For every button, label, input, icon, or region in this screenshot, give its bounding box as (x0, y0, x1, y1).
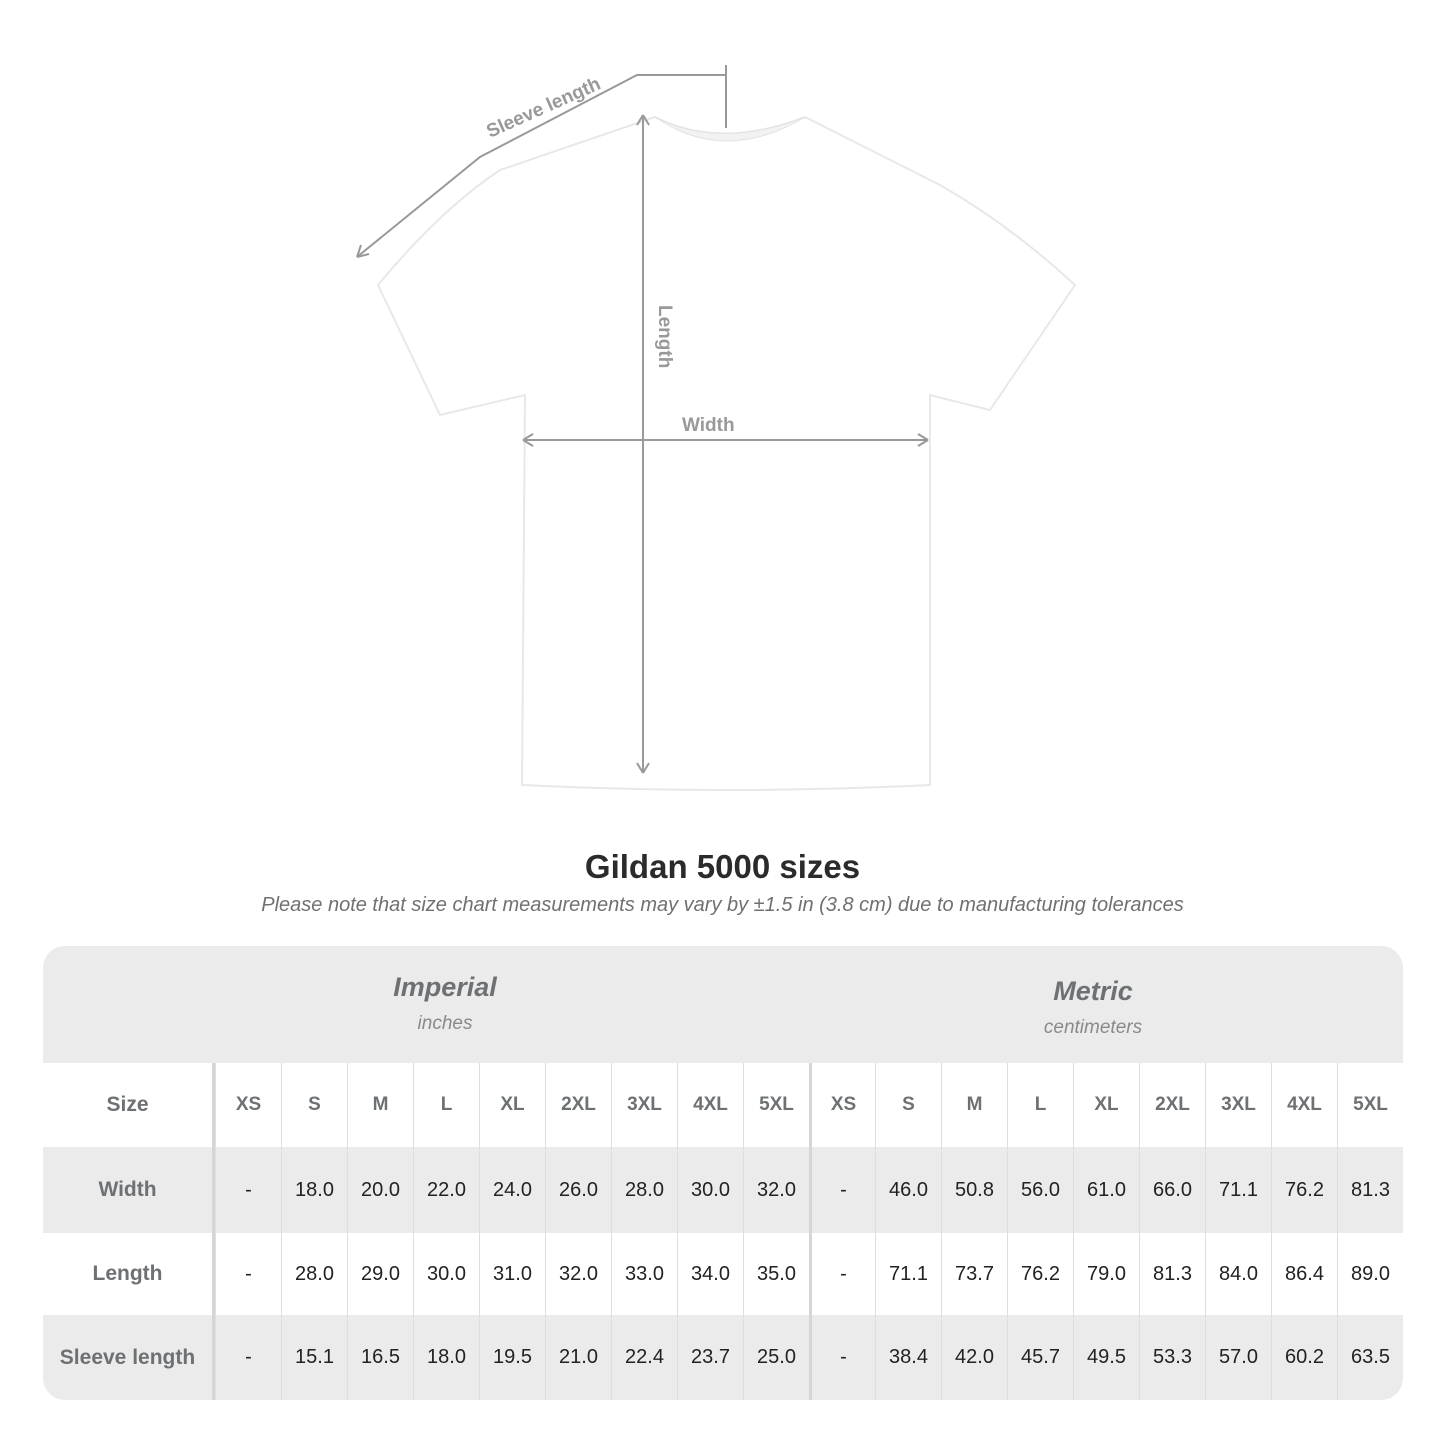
metric-value-cell: - (809, 1147, 875, 1233)
imperial-size-header: M (347, 1063, 413, 1147)
metric-value-cell: 84.0 (1205, 1233, 1271, 1315)
imperial-size-header: 4XL (677, 1063, 743, 1147)
metric-value-cell: 81.3 (1337, 1147, 1403, 1233)
imperial-value-cell: 20.0 (347, 1147, 413, 1233)
imperial-value-cell: 33.0 (611, 1233, 677, 1315)
metric-value-cell: - (809, 1233, 875, 1315)
tshirt-shape (376, 115, 1077, 791)
sleeve-length-label: Sleeve length (483, 74, 603, 143)
metric-size-header: M (941, 1063, 1007, 1147)
metric-title: Metric (1053, 976, 1133, 1006)
metric-value-cell: - (809, 1315, 875, 1400)
imperial-unit: inches (417, 1013, 473, 1034)
width-label: Width (682, 415, 735, 436)
imperial-value-cell: 28.0 (281, 1233, 347, 1315)
imperial-value-cell: 25.0 (743, 1315, 809, 1400)
imperial-value-cell: 15.1 (281, 1315, 347, 1400)
imperial-size-header: XL (479, 1063, 545, 1147)
imperial-value-cell: 21.0 (545, 1315, 611, 1400)
size-table: Imperial inches Metric centimeters Size X… (43, 946, 1403, 1400)
page-title: Gildan 5000 sizes (584, 848, 861, 885)
tshirt-diagram: Sleeve length Length Width (356, 65, 1077, 791)
metric-value-cell: 45.7 (1007, 1315, 1073, 1400)
metric-value-cell: 89.0 (1337, 1233, 1403, 1315)
size-header-row: Size XS S M L XL 2XL 3XL 4XL 5XL XS S M L XL 2XL 3XL 4XL 5… (43, 1063, 1403, 1147)
imperial-value-cell: 32.0 (743, 1147, 809, 1233)
metric-value-cell: 38.4 (875, 1315, 941, 1400)
metric-size-header: 4XL (1271, 1063, 1337, 1147)
metric-value-cell: 56.0 (1007, 1147, 1073, 1233)
table-row: Length -28.0 29.0 30.0 31.0 32.0 33.0 34.0 35.0-… (43, 1233, 1403, 1315)
imperial-value-cell: 22.0 (413, 1147, 479, 1233)
metric-size-header: 2XL (1139, 1063, 1205, 1147)
imperial-value-cell: 26.0 (545, 1147, 611, 1233)
imperial-value-cell: 18.0 (281, 1147, 347, 1233)
imperial-size-header: 5XL (743, 1063, 809, 1147)
imperial-value-cell: 18.0 (413, 1315, 479, 1400)
imperial-title: Imperial (393, 972, 497, 1002)
metric-value-cell: 60.2 (1271, 1315, 1337, 1400)
imperial-value-cell: 16.5 (347, 1315, 413, 1400)
row-label: Width (43, 1147, 215, 1233)
table-row: Sleeve length -15.1 16.5 18.0 19.5 21.0 22.4 23… (43, 1315, 1403, 1400)
imperial-size-header: 2XL (545, 1063, 611, 1147)
length-arrow (636, 114, 650, 774)
imperial-value-cell: 34.0 (677, 1233, 743, 1315)
metric-value-cell: 57.0 (1205, 1315, 1271, 1400)
imperial-size-header: L (413, 1063, 479, 1147)
metric-size-header: 3XL (1205, 1063, 1271, 1147)
metric-value-cell: 53.3 (1139, 1315, 1205, 1400)
metric-value-cell: 71.1 (875, 1233, 941, 1315)
metric-value-cell: 86.4 (1271, 1233, 1337, 1315)
imperial-value-cell: 19.5 (479, 1315, 545, 1400)
imperial-value-cell: 22.4 (611, 1315, 677, 1400)
unit-header-band: Imperial inches Metric centimeters (43, 946, 1403, 1063)
imperial-value-cell: 24.0 (479, 1147, 545, 1233)
imperial-value-cell: 23.7 (677, 1315, 743, 1400)
imperial-size-header: 3XL (611, 1063, 677, 1147)
metric-value-cell: 76.2 (1007, 1233, 1073, 1315)
metric-size-header: S (875, 1063, 941, 1147)
imperial-value-cell: 29.0 (347, 1233, 413, 1315)
metric-value-cell: 46.0 (875, 1147, 941, 1233)
metric-value-cell: 50.8 (941, 1147, 1007, 1233)
imperial-value-cell: 35.0 (743, 1233, 809, 1315)
metric-size-header: XL (1073, 1063, 1139, 1147)
imperial-value-cell: 31.0 (479, 1233, 545, 1315)
metric-value-cell: 79.0 (1073, 1233, 1139, 1315)
row-label: Length (43, 1233, 215, 1315)
imperial-value-cell: 30.0 (677, 1147, 743, 1233)
metric-unit: centimeters (1043, 1017, 1143, 1038)
metric-value-cell: 81.3 (1139, 1233, 1205, 1315)
metric-value-cell: 63.5 (1337, 1315, 1403, 1400)
metric-header: Metric centimeters (796, 976, 1390, 1039)
imperial-size-header: XS (215, 1063, 281, 1147)
size-header-label: Size (43, 1063, 215, 1147)
imperial-value-cell: 30.0 (413, 1233, 479, 1315)
table-row: Width -18.0 20.0 22.0 24.0 26.0 28.0 30.0 32.0-4… (43, 1147, 1403, 1233)
sleeve-length-arrow (356, 65, 727, 258)
metric-value-cell: 71.1 (1205, 1147, 1271, 1233)
imperial-value-cell: - (215, 1147, 281, 1233)
tolerance-note: Please note that size chart measurements… (261, 894, 1184, 916)
metric-value-cell: 61.0 (1073, 1147, 1139, 1233)
imperial-size-header: S (281, 1063, 347, 1147)
metric-value-cell: 42.0 (941, 1315, 1007, 1400)
metric-value-cell: 66.0 (1139, 1147, 1205, 1233)
imperial-value-cell: - (215, 1315, 281, 1400)
length-label: Length (654, 305, 675, 368)
width-arrow (522, 433, 929, 447)
metric-value-cell: 73.7 (941, 1233, 1007, 1315)
imperial-value-cell: 32.0 (545, 1233, 611, 1315)
metric-value-cell: 49.5 (1073, 1315, 1139, 1400)
metric-size-header: 5XL (1337, 1063, 1403, 1147)
imperial-header: Imperial inches (148, 972, 742, 1035)
imperial-value-cell: 28.0 (611, 1147, 677, 1233)
metric-value-cell: 76.2 (1271, 1147, 1337, 1233)
imperial-value-cell: - (215, 1233, 281, 1315)
row-label: Sleeve length (43, 1315, 215, 1400)
metric-size-header: L (1007, 1063, 1073, 1147)
metric-size-header: XS (809, 1063, 875, 1147)
